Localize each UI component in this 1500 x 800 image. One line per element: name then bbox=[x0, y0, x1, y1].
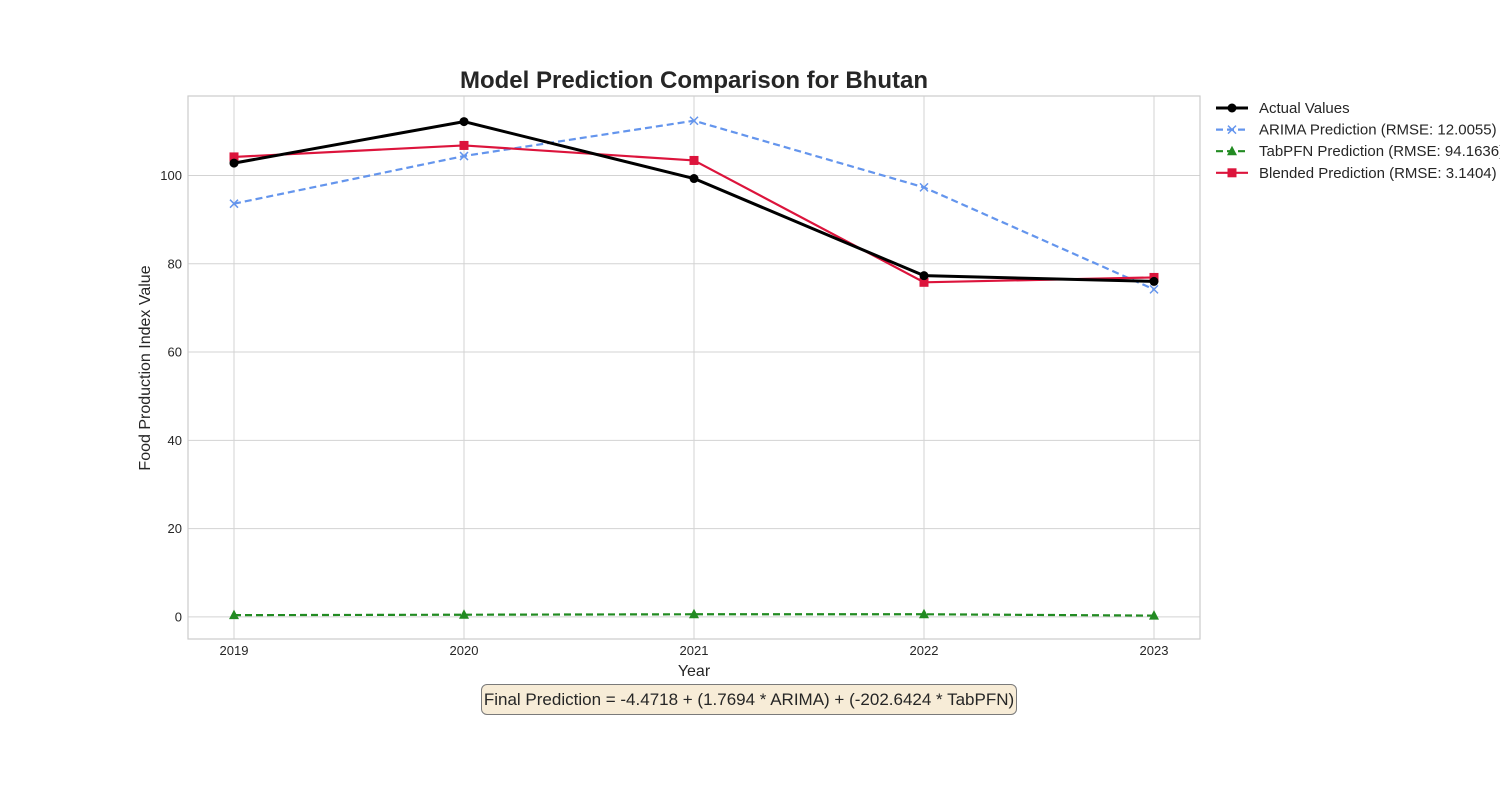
formula-annotation: Final Prediction = -4.4718 + (1.7694 * A… bbox=[481, 684, 1017, 715]
y-tick-label: 80 bbox=[168, 256, 182, 271]
data-point-0 bbox=[229, 158, 239, 168]
data-point-2 bbox=[459, 609, 469, 619]
data-point-0 bbox=[459, 117, 469, 127]
y-tick-label: 0 bbox=[175, 609, 182, 624]
legend-marker bbox=[1227, 103, 1237, 113]
data-point-0 bbox=[1149, 276, 1159, 286]
series-group bbox=[229, 116, 1159, 620]
data-point-0 bbox=[689, 174, 699, 184]
x-tick-label: 2020 bbox=[450, 643, 479, 658]
legend-item-3: Blended Prediction (RMSE: 3.1404) bbox=[1216, 165, 1497, 182]
data-point-1 bbox=[229, 199, 239, 209]
x-axis-label: Year bbox=[678, 663, 711, 680]
legend-marker-stroke bbox=[1227, 125, 1237, 135]
legend-item-1: ARIMA Prediction (RMSE: 12.0055) bbox=[1216, 122, 1497, 139]
data-point-1-stroke bbox=[689, 116, 699, 126]
data-point-0 bbox=[919, 271, 929, 281]
y-tick-label: 60 bbox=[168, 345, 182, 360]
data-point-1-stroke bbox=[459, 151, 469, 161]
x-ticks: 2019 2020 2021 2022 2023 bbox=[220, 643, 1169, 658]
chart-title: Model Prediction Comparison for Bhutan bbox=[460, 67, 928, 94]
y-tick-label: 100 bbox=[160, 168, 182, 183]
legend: Actual Values ARIMA Prediction (RMSE: 12.… bbox=[1216, 100, 1500, 182]
data-point-1 bbox=[919, 182, 929, 192]
x-tick-label: 2021 bbox=[680, 643, 709, 658]
x-tick-label: 2022 bbox=[910, 643, 939, 658]
legend-label: Blended Prediction (RMSE: 3.1404) bbox=[1259, 165, 1497, 182]
y-tick-label: 20 bbox=[168, 521, 182, 536]
series-0 bbox=[229, 117, 1159, 286]
data-point-1 bbox=[1149, 284, 1159, 294]
data-point-1-stroke bbox=[919, 182, 929, 192]
data-point-2 bbox=[1149, 610, 1159, 620]
data-point-1 bbox=[459, 151, 469, 161]
legend-label: TabPFN Prediction (RMSE: 94.1636) bbox=[1259, 143, 1500, 160]
legend-label: ARIMA Prediction (RMSE: 12.0055) bbox=[1259, 122, 1497, 139]
data-point-1 bbox=[689, 116, 699, 126]
data-point-3 bbox=[689, 155, 699, 165]
data-point-1-stroke bbox=[229, 199, 239, 209]
y-tick-label: 40 bbox=[168, 433, 182, 448]
data-point-3 bbox=[919, 277, 929, 287]
legend-item-2: TabPFN Prediction (RMSE: 94.1636) bbox=[1216, 143, 1500, 160]
data-point-2 bbox=[689, 608, 699, 619]
data-point-2 bbox=[229, 609, 239, 620]
legend-marker bbox=[1227, 168, 1237, 178]
legend-marker bbox=[1227, 125, 1237, 135]
legend-marker bbox=[1227, 145, 1237, 156]
legend-label: Actual Values bbox=[1259, 100, 1350, 117]
y-axis-label: Food Production Index Value bbox=[137, 265, 154, 470]
x-tick-label: 2019 bbox=[220, 643, 249, 658]
data-point-3 bbox=[459, 140, 469, 150]
series-1 bbox=[229, 116, 1159, 294]
plot-area-frame bbox=[187, 95, 1201, 640]
x-tick-label: 2023 bbox=[1140, 643, 1169, 658]
legend-item-0: Actual Values bbox=[1216, 100, 1350, 117]
data-point-2 bbox=[919, 608, 929, 619]
data-point-1-stroke bbox=[1149, 284, 1159, 294]
series-2 bbox=[229, 608, 1159, 620]
y-ticks: 0 20 40 60 80 100 bbox=[160, 168, 182, 624]
data-point-3 bbox=[229, 152, 239, 162]
